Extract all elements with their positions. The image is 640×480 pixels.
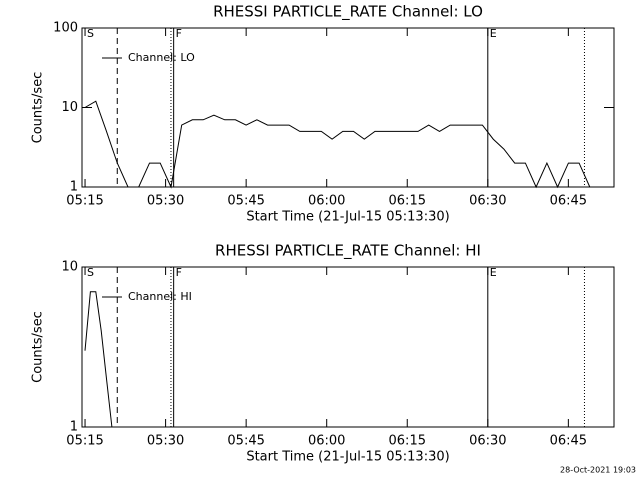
x-tick-label: 06:15 xyxy=(389,434,426,449)
x-tick-label: 05:15 xyxy=(66,434,103,449)
legend-label: Channel: HI xyxy=(128,290,192,303)
x-tick-label: 05:15 xyxy=(66,194,103,209)
x-tick-label: 06:45 xyxy=(550,194,587,209)
x-tick-label: 05:45 xyxy=(227,194,264,209)
y-tick-label: 10 xyxy=(61,100,78,115)
x-axis-label: Start Time (21-Jul-15 05:13:30) xyxy=(246,450,449,465)
event-flag: E xyxy=(490,27,497,40)
plot-frame xyxy=(81,266,615,428)
y-tick-label: 1 xyxy=(70,180,78,195)
y-tick-label: 1 xyxy=(70,420,78,435)
y-axis-label: Counts/sec xyxy=(31,311,46,383)
x-tick-label: 05:30 xyxy=(147,434,184,449)
series-line xyxy=(84,291,113,428)
chart-title: RHESSI PARTICLE_RATE Channel: LO xyxy=(213,3,483,22)
x-tick-label: 06:45 xyxy=(550,434,587,449)
x-tick-label: 05:30 xyxy=(147,194,184,209)
y-axis-label: Counts/sec xyxy=(31,72,46,144)
x-tick-label: 06:30 xyxy=(469,434,506,449)
y-tick-label: 10 xyxy=(61,260,78,275)
x-tick-label: 05:45 xyxy=(227,434,264,449)
x-axis-label: Start Time (21-Jul-15 05:13:30) xyxy=(246,210,449,225)
event-flag: E xyxy=(490,266,497,279)
chart-title: RHESSI PARTICLE_RATE Channel: HI xyxy=(215,242,481,261)
event-flag: F xyxy=(176,266,182,279)
x-tick-label: 06:30 xyxy=(469,194,506,209)
y-tick-label: 100 xyxy=(53,21,78,36)
x-tick-label: 06:15 xyxy=(389,194,426,209)
x-tick-label: 06:00 xyxy=(308,434,345,449)
x-tick-label: 06:00 xyxy=(308,194,345,209)
event-flag: S xyxy=(87,27,94,40)
footer: 28-Oct-2021 19:03 xyxy=(560,466,636,475)
series-line xyxy=(84,100,591,189)
legend-label: Channel: LO xyxy=(128,51,195,64)
event-flag: F xyxy=(176,27,182,40)
event-flag: S xyxy=(87,266,94,279)
